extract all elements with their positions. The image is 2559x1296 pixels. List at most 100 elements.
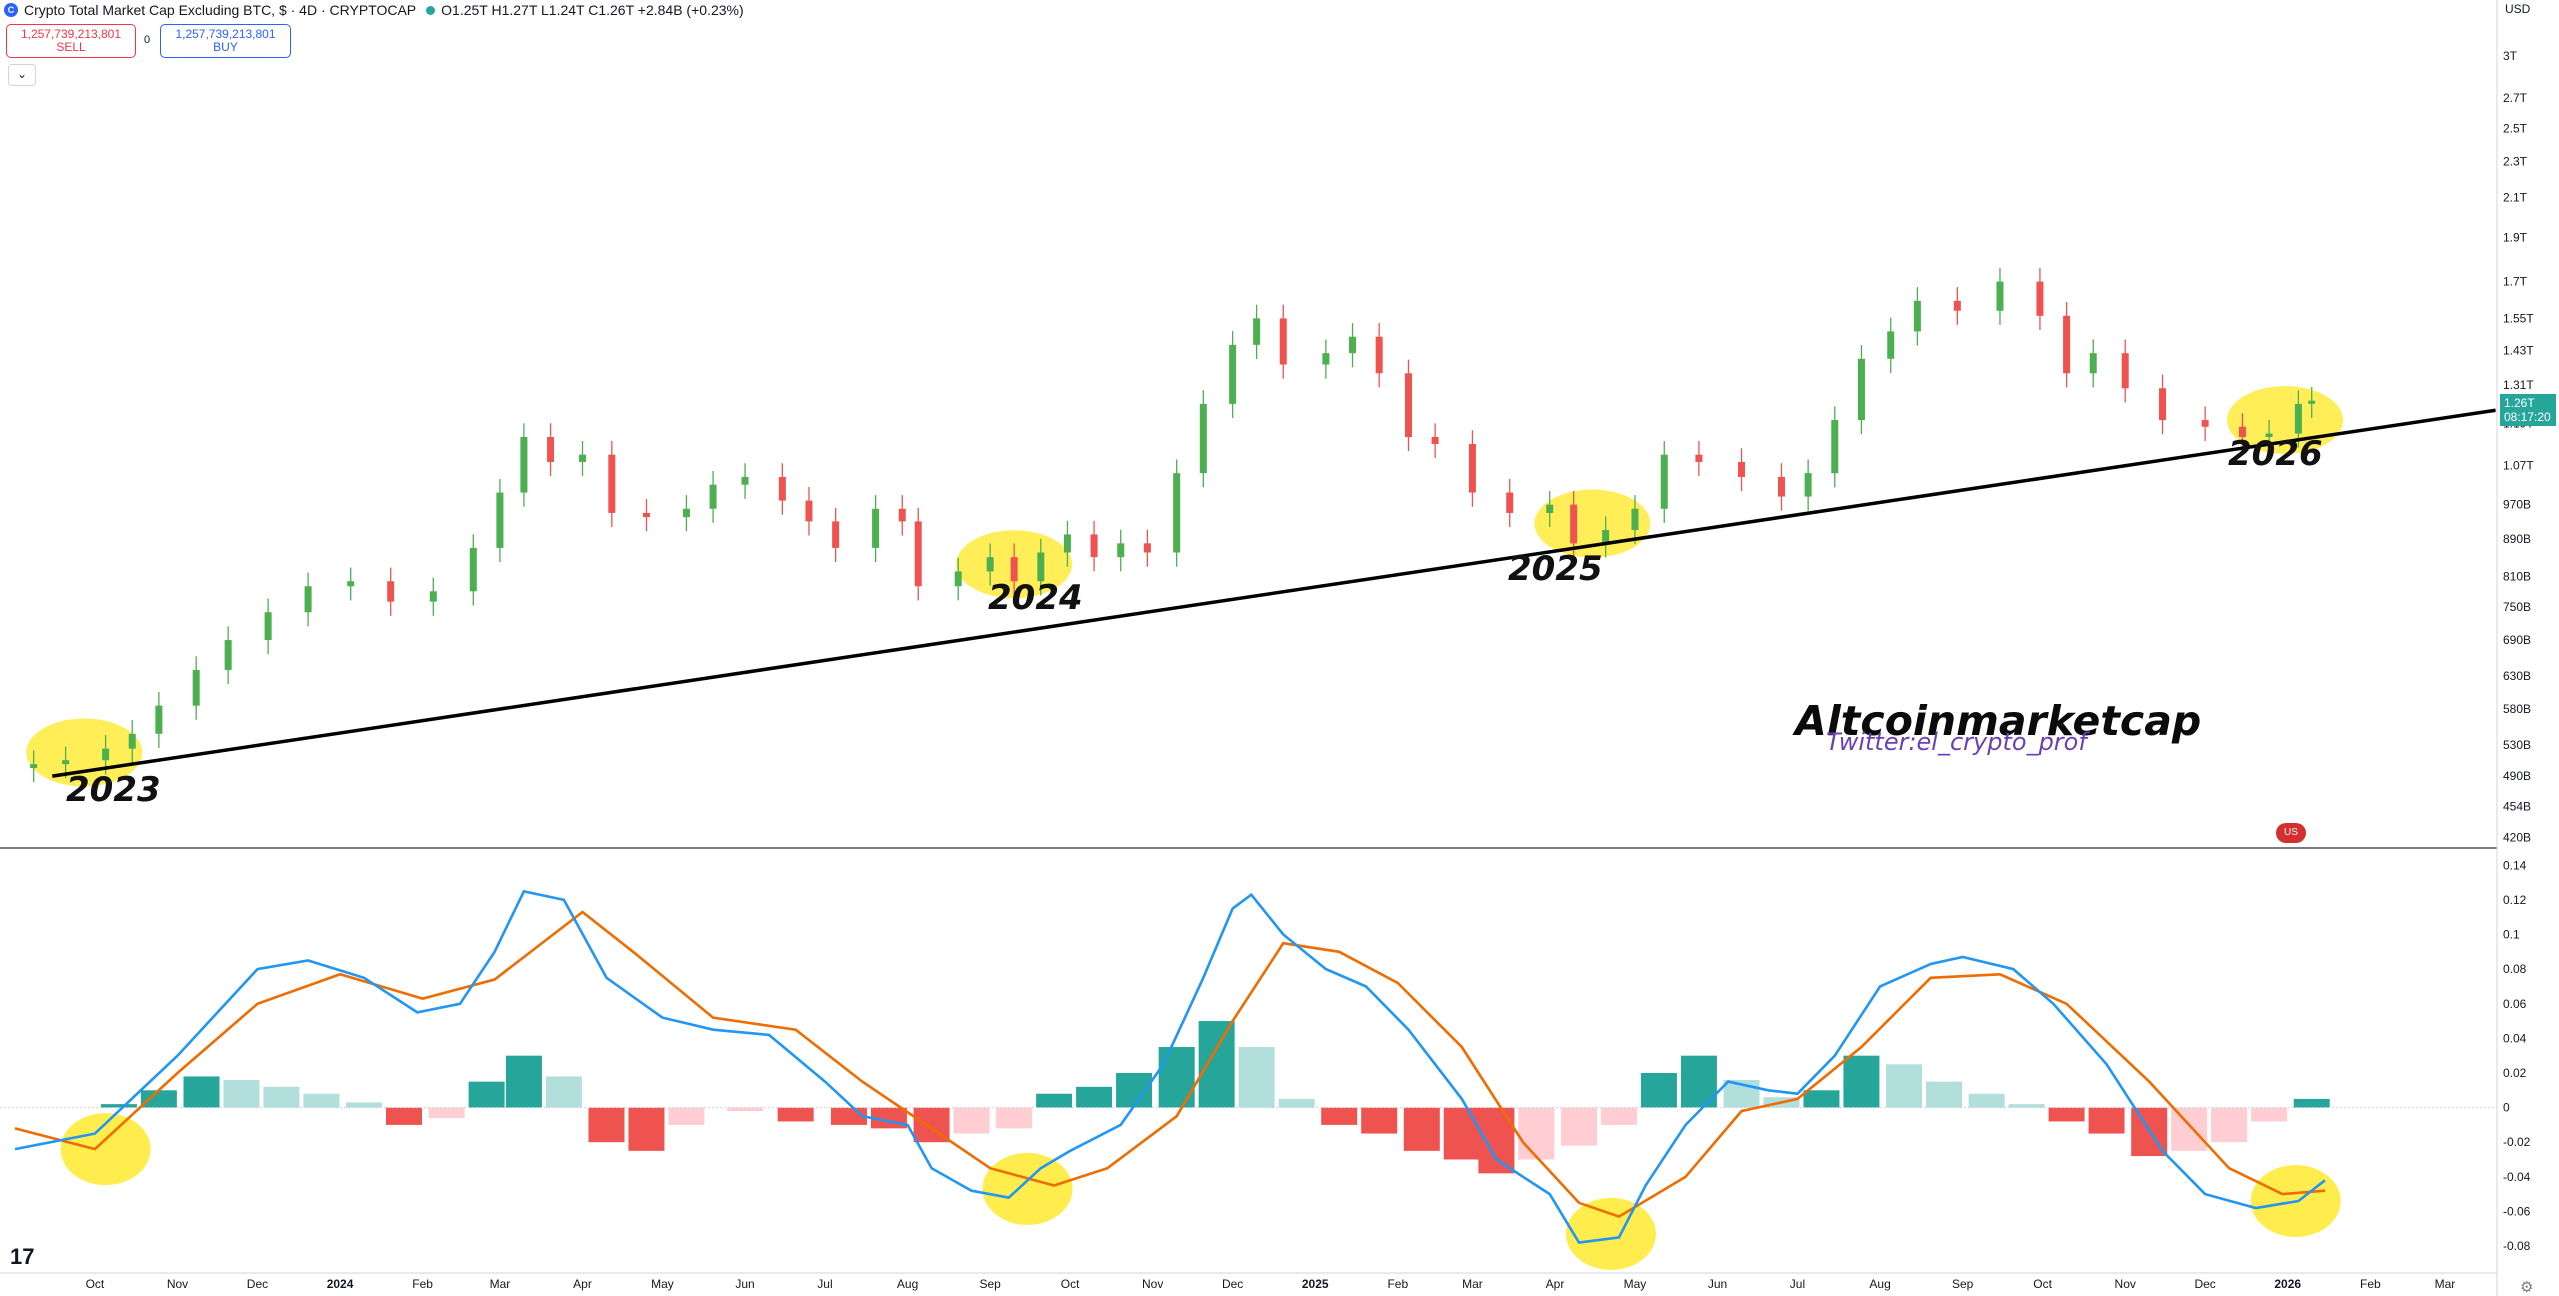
watermark-title: Altcoinmarketcap xyxy=(1795,697,2202,745)
candle-body xyxy=(682,508,690,518)
candle-body xyxy=(496,492,504,548)
time-tick-label: Mar xyxy=(1462,1277,1483,1291)
candle-body xyxy=(155,705,163,734)
candle-body xyxy=(1229,344,1237,404)
macd-histogram-bar xyxy=(727,1107,764,1112)
macd-histogram-bar xyxy=(1361,1107,1398,1134)
candle-body xyxy=(1431,436,1439,444)
candle-body xyxy=(898,508,906,522)
candle-body xyxy=(914,521,922,587)
chart-header: C Crypto Total Market Cap Excluding BTC,… xyxy=(0,0,744,20)
macd-histogram-bar xyxy=(1238,1047,1275,1108)
time-tick-label: 2024 xyxy=(327,1277,354,1291)
sell-button[interactable]: 1,257,739,213,801 SELL xyxy=(6,24,136,58)
last-price-value: 1.26T xyxy=(2504,396,2535,410)
time-tick-label: Nov xyxy=(1142,1277,1163,1291)
watermark-subtitle: Twitter:el_crypto_prof xyxy=(1826,728,2087,756)
macd-tick-label: -0.02 xyxy=(2503,1135,2531,1149)
macd-histogram-bar xyxy=(1478,1107,1515,1174)
macd-tick-label: -0.04 xyxy=(2503,1170,2531,1184)
candle-body xyxy=(30,764,38,769)
macd-tick-label: -0.06 xyxy=(2503,1204,2531,1218)
macd-histogram-bar xyxy=(1926,1081,1963,1108)
candle-body xyxy=(1660,454,1668,509)
candle-body xyxy=(1063,534,1071,553)
price-tick-label: 1.43T xyxy=(2503,343,2534,357)
price-tick-label: 2.5T xyxy=(2503,121,2528,135)
candle-body xyxy=(1349,336,1357,354)
candle-body xyxy=(429,591,437,602)
price-tick-label: 1.9T xyxy=(2503,230,2528,244)
ohlc-values: O1.25T H1.27T L1.24T C1.26T +2.84B (+0.2… xyxy=(441,2,744,18)
candle-body xyxy=(1010,557,1018,582)
candle-body xyxy=(579,454,587,462)
tradingview-logo-icon[interactable]: 17 xyxy=(10,1244,35,1269)
time-tick-label: Mar xyxy=(490,1277,511,1291)
macd-tick-label: 0.14 xyxy=(2503,858,2527,872)
symbol-title[interactable]: Crypto Total Market Cap Excluding BTC, $… xyxy=(24,2,417,18)
price-tick-label: 1.31T xyxy=(2503,378,2534,392)
currency-label[interactable]: USD xyxy=(2505,2,2531,16)
candle-body xyxy=(1996,281,2004,311)
macd-histogram-bar xyxy=(1198,1021,1235,1108)
macd-highlight-ellipse xyxy=(1565,1197,1656,1270)
macd-histogram-bar xyxy=(263,1086,300,1108)
macd-histogram-bar xyxy=(1600,1107,1637,1125)
macd-histogram-bar xyxy=(2048,1107,2085,1122)
macd-histogram-bar xyxy=(428,1107,465,1118)
candle-body xyxy=(1279,318,1287,365)
time-tick-label: Sep xyxy=(979,1277,1001,1291)
macd-histogram-bar xyxy=(1843,1055,1880,1108)
time-tick-label: Oct xyxy=(1061,1277,1080,1291)
macd-histogram-bar xyxy=(1036,1093,1073,1108)
candle-body xyxy=(608,454,616,513)
time-tick-label: Dec xyxy=(2194,1277,2215,1291)
candle-body xyxy=(1570,504,1578,544)
price-tick-label: 1.07T xyxy=(2503,459,2534,473)
candle-body xyxy=(1602,530,1610,544)
candle-body xyxy=(2063,315,2071,374)
candle-body xyxy=(954,571,962,587)
time-tick-label: 2026 xyxy=(2274,1277,2301,1291)
candle-body xyxy=(1143,543,1151,553)
gear-icon[interactable]: ⚙ xyxy=(2520,1279,2534,1296)
price-tick-label: 490B xyxy=(2503,769,2531,783)
candle-body xyxy=(1253,318,1261,345)
buy-button[interactable]: 1,257,739,213,801 BUY xyxy=(160,24,291,58)
macd-histogram-bar xyxy=(1403,1107,1440,1151)
candle-body xyxy=(1738,461,1746,477)
year-label-2023: 2023 xyxy=(66,770,161,810)
candle-body xyxy=(709,484,717,509)
time-tick-label: Nov xyxy=(167,1277,188,1291)
macd-line xyxy=(14,889,2326,1244)
time-tick-label: Oct xyxy=(2033,1277,2052,1291)
candle-body xyxy=(2294,403,2302,434)
candle-body xyxy=(2201,420,2209,427)
candle-body xyxy=(741,476,749,485)
time-tick-label: Feb xyxy=(2360,1277,2381,1291)
macd-tick-label: 0.02 xyxy=(2503,1066,2527,1080)
macd-histogram-bar xyxy=(1321,1107,1358,1125)
macd-histogram-bar xyxy=(668,1107,705,1125)
macd-histogram-bar xyxy=(2088,1107,2125,1134)
year-label-2024: 2024 xyxy=(988,578,1083,618)
time-tick-label: Apr xyxy=(1546,1277,1565,1291)
macd-histogram-bar xyxy=(2008,1104,2045,1108)
price-tick-label: 3T xyxy=(2503,49,2518,63)
macd-tick-label: 0.08 xyxy=(2503,962,2527,976)
chevron-down-icon[interactable]: ⌄ xyxy=(8,64,36,86)
price-tick-label: 580B xyxy=(2503,702,2531,716)
macd-tick-label: 0.12 xyxy=(2503,893,2527,907)
macd-histogram-bar xyxy=(628,1107,665,1151)
candle-body xyxy=(2159,388,2167,421)
time-tick-label: Feb xyxy=(1387,1277,1408,1291)
price-tick-label: 2.1T xyxy=(2503,191,2528,205)
time-tick-label: Feb xyxy=(412,1277,433,1291)
last-price-badge: 1.26T 08:17:20 xyxy=(2500,394,2556,426)
candle-body xyxy=(1375,336,1383,374)
candle-body xyxy=(1953,300,1961,311)
macd-histogram-bar xyxy=(303,1093,340,1108)
macd-histogram-bar xyxy=(140,1090,177,1108)
flag-icon[interactable]: US xyxy=(2276,823,2306,843)
